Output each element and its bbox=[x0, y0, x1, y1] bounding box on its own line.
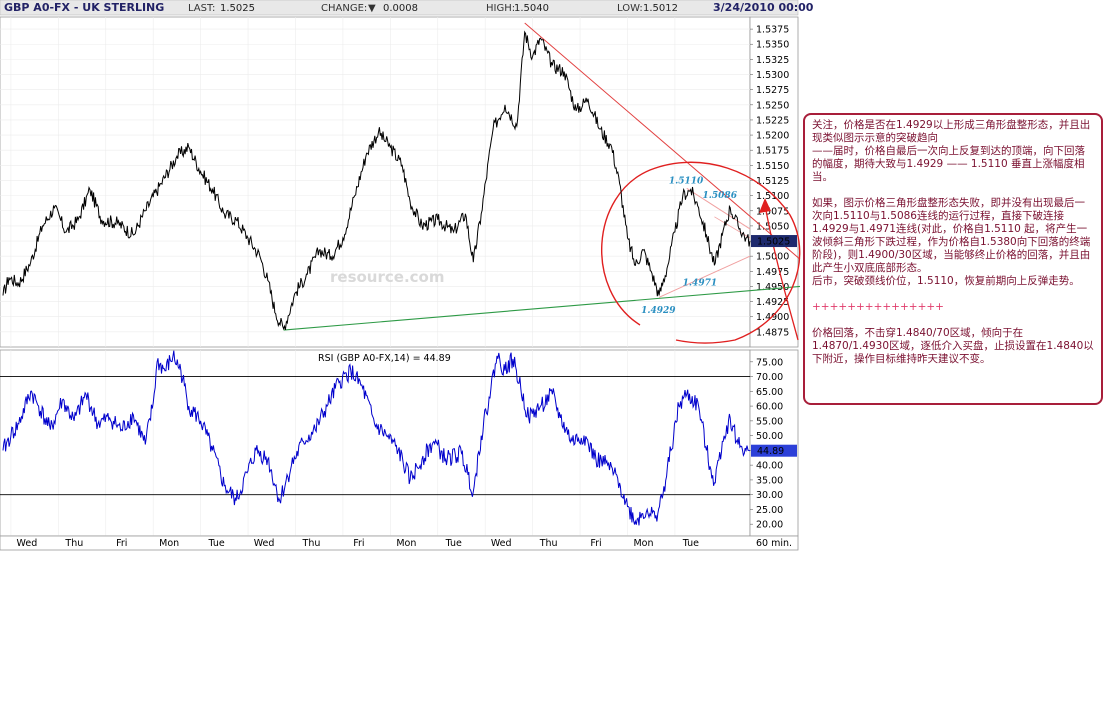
header-last-value: 1.5025 bbox=[220, 3, 255, 14]
header-datetime: 3/24/2010 00:00 bbox=[713, 1, 814, 14]
last-price-box bbox=[751, 235, 797, 248]
price-tick-label: 1.5150 bbox=[756, 161, 789, 172]
day-label: Fri bbox=[116, 538, 127, 549]
rsi-last-label: 44.89 bbox=[757, 446, 784, 457]
change-down-arrow-icon: ▼ bbox=[368, 3, 376, 14]
triangle-upper-line bbox=[686, 187, 751, 230]
rsi-panel: RSI (GBP A0-FX,14) = 44.89 75.00 70.00 65.… bbox=[0, 349, 799, 537]
price-tick-label: 1.5100 bbox=[756, 191, 789, 202]
price-tick-label: 1.4875 bbox=[756, 327, 789, 338]
price-tick-label: 1.4950 bbox=[756, 282, 789, 293]
price-tick-label: 1.4900 bbox=[756, 312, 789, 323]
price-tick-label: 1.5175 bbox=[756, 146, 789, 157]
rsi-plot-area bbox=[0, 349, 751, 537]
price-plot-area bbox=[0, 16, 751, 348]
rsi-last-box bbox=[751, 444, 797, 457]
price-tick-label: 1.4975 bbox=[756, 267, 789, 278]
rsi-tick-label: 55.00 bbox=[756, 416, 783, 427]
rsi-tick-label: 40.00 bbox=[756, 461, 783, 472]
rsi-tick-label: 70.00 bbox=[756, 372, 783, 383]
price-annotation: 1.5110 bbox=[669, 177, 704, 187]
rsi-tick-label: 75.00 bbox=[756, 357, 783, 368]
note-paragraph-1: 关注，价格是否在1.4929以上形成三角形盘整形态，并且出现类似图示示意的突破趋… bbox=[812, 119, 1091, 144]
rsi-title: RSI (GBP A0-FX,14) = 44.89 bbox=[318, 353, 451, 364]
price-axis-ticks: 1.5375 1.5350 1.5325 1.5300 1.5275 1.5250 1.52… bbox=[750, 25, 789, 338]
price-tick-label: 1.5050 bbox=[756, 221, 789, 232]
header-bar bbox=[0, 0, 799, 16]
day-label: Tue bbox=[208, 538, 225, 549]
price-tick-label: 1.5300 bbox=[756, 70, 789, 81]
time-axis: Wed Thu Fri Mon Tue Wed Thu Fri Mon Tue Wed Thu Fri M… bbox=[0, 535, 799, 551]
note-paragraph-2: ——届时，价格自最后一次向上反复到达的顶端，向下回落的幅度，期待大致与1.492… bbox=[812, 145, 1085, 183]
last-price-label: 1.5025 bbox=[757, 237, 790, 248]
price-tick-label: 1.5350 bbox=[756, 40, 789, 51]
header-high-label: HIGH: bbox=[486, 3, 515, 14]
rsi-last-value-marker: 44.89 bbox=[751, 444, 797, 457]
day-label: Mon bbox=[159, 538, 179, 549]
note-paragraph-4: 后市，突破颈线价位，1.5110，恢复前期向上反弹走势。 bbox=[812, 275, 1080, 287]
rsi-tick-label: 35.00 bbox=[756, 475, 783, 486]
note-paragraph-5: 价格回落，不击穿1.4840/70区域，倾向于在1.4870/1.4930区域，… bbox=[812, 327, 1094, 365]
red-arrow-line bbox=[764, 204, 799, 341]
day-label: Wed bbox=[254, 538, 275, 549]
day-label: Thu bbox=[64, 538, 83, 549]
price-tick-label: 1.5375 bbox=[756, 25, 789, 36]
day-label: Wed bbox=[17, 538, 38, 549]
analysis-note-box: 关注，价格是否在1.4929以上形成三角形盘整形态，并且出现类似图示示意的突破趋… bbox=[803, 113, 1103, 405]
day-label: Tue bbox=[682, 538, 699, 549]
resistance-trend-line bbox=[524, 22, 801, 260]
rsi-series-line bbox=[2, 350, 751, 526]
day-label: Fri bbox=[590, 538, 601, 549]
price-panel: resource.com 1.53751.53501.53251.53001.5… bbox=[0, 16, 801, 348]
price-tick-label: 1.5075 bbox=[756, 206, 789, 217]
header-change-value: 0.0008 bbox=[383, 3, 418, 14]
note-paragraph-3: 如果，图示价格三角形盘整形态失败，即并没有出现最后一次向1.5110与1.508… bbox=[812, 197, 1091, 274]
price-gridlines bbox=[0, 17, 750, 347]
price-tick-label: 1.5125 bbox=[756, 176, 789, 187]
price-annotation: 1.5086 bbox=[703, 191, 738, 201]
header-low-value: 1.5012 bbox=[643, 3, 678, 14]
time-axis-area bbox=[0, 535, 799, 551]
triangle-lower-line bbox=[658, 255, 751, 298]
last-price-marker: 1.5025 bbox=[751, 235, 797, 248]
day-label: Thu bbox=[539, 538, 558, 549]
day-label: Mon bbox=[633, 538, 653, 549]
red-arrow-head bbox=[759, 198, 771, 213]
price-tick-label: 1.5200 bbox=[756, 131, 789, 142]
rsi-tick-label: 65.00 bbox=[756, 387, 783, 398]
day-label: Tue bbox=[445, 538, 462, 549]
price-annotation: 1.4929 bbox=[641, 306, 676, 316]
interval-label: 60 min. bbox=[756, 538, 792, 549]
note-separator: +++++++++++++++ bbox=[812, 301, 944, 313]
rsi-tick-label: 30.00 bbox=[756, 490, 783, 501]
rsi-tick-label: 20.00 bbox=[756, 520, 783, 531]
day-label: Wed bbox=[491, 538, 512, 549]
price-tick-label: 1.5275 bbox=[756, 85, 789, 96]
rsi-tick-label: 25.00 bbox=[756, 505, 783, 516]
header-low-label: LOW: bbox=[617, 3, 643, 14]
price-tick-label: 1.5325 bbox=[756, 55, 789, 66]
highlight-circle bbox=[601, 161, 801, 344]
day-label: Fri bbox=[353, 538, 364, 549]
price-tick-label: 1.5000 bbox=[756, 252, 789, 263]
price-series-line bbox=[2, 30, 751, 331]
watermark: resource.com bbox=[330, 268, 444, 286]
day-label: Thu bbox=[302, 538, 321, 549]
rsi-tick-label: 60.00 bbox=[756, 402, 783, 413]
header-change-label: CHANGE: bbox=[321, 3, 367, 14]
price-overlays: 1.5110 1.5086 1.4971 1.4929 bbox=[283, 22, 801, 344]
rsi-tick-label: 50.00 bbox=[756, 431, 783, 442]
price-annotation: 1.4971 bbox=[683, 279, 717, 289]
header-title: GBP A0-FX - UK STERLING bbox=[4, 1, 164, 14]
support-trend-line bbox=[283, 285, 801, 331]
rsi-gridlines bbox=[0, 350, 750, 536]
price-tick-label: 1.5250 bbox=[756, 100, 789, 111]
price-tick-label: 1.5225 bbox=[756, 115, 789, 126]
day-label: Mon bbox=[396, 538, 416, 549]
header-high-value: 1.5040 bbox=[514, 3, 549, 14]
header-last-label: LAST: bbox=[188, 3, 215, 14]
price-tick-label: 1.4925 bbox=[756, 297, 789, 308]
